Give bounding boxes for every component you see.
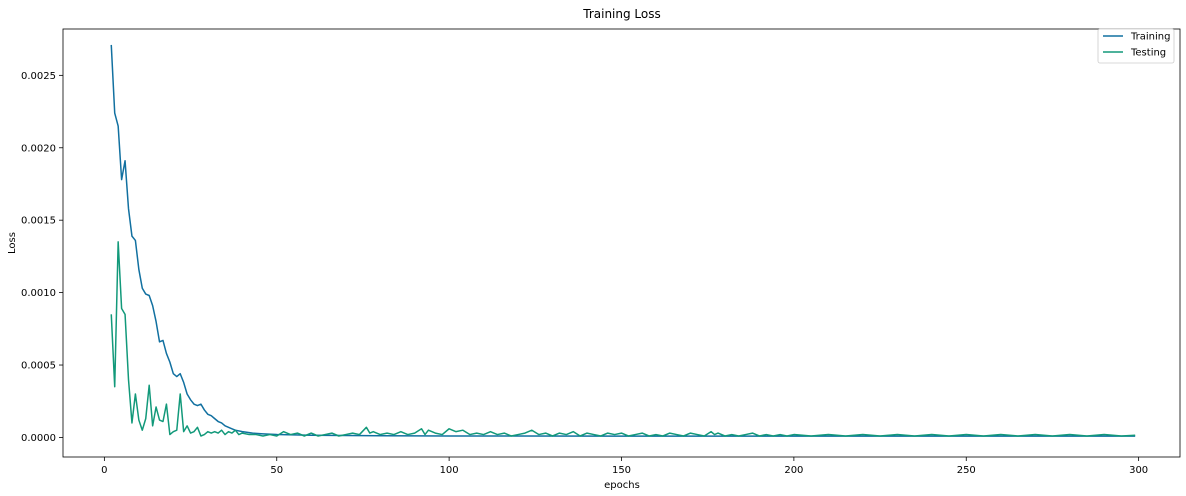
- x-tick-label: 100: [440, 465, 459, 476]
- x-tick-label: 250: [957, 465, 976, 476]
- x-tick-label: 200: [784, 465, 803, 476]
- y-tick-label: 0.0025: [21, 71, 56, 82]
- y-tick-label: 0.0010: [21, 288, 56, 299]
- legend: Training Testing: [1097, 28, 1175, 64]
- x-axis: 0 50 100 150 200 250 300: [101, 457, 1148, 476]
- y-tick-label: 0.0000: [21, 433, 56, 444]
- series-line-testing: [110, 241, 1136, 437]
- x-axis-label: epochs: [604, 480, 640, 491]
- legend-box: [1097, 28, 1175, 64]
- x-tick-label: 150: [612, 465, 631, 476]
- y-axis-label: Loss: [7, 232, 18, 254]
- plot-frame: [62, 28, 1181, 458]
- y-tick-label: 0.0005: [21, 361, 56, 372]
- legend-label-testing: Testing: [1130, 48, 1166, 59]
- y-axis: 0.0000 0.0005 0.0010 0.0015 0.0020 0.0025: [21, 71, 63, 444]
- series-layer: [110, 44, 1136, 437]
- plot-area: [62, 28, 1181, 458]
- chart-title: Training Loss: [582, 7, 660, 21]
- y-tick-label: 0.0020: [21, 143, 56, 154]
- legend-label-training: Training: [1130, 32, 1170, 43]
- series-line-training: [110, 44, 1136, 437]
- x-tick-label: 50: [270, 465, 283, 476]
- x-tick-label: 300: [1129, 465, 1148, 476]
- y-tick-label: 0.0015: [21, 216, 56, 227]
- x-tick-label: 0: [101, 465, 107, 476]
